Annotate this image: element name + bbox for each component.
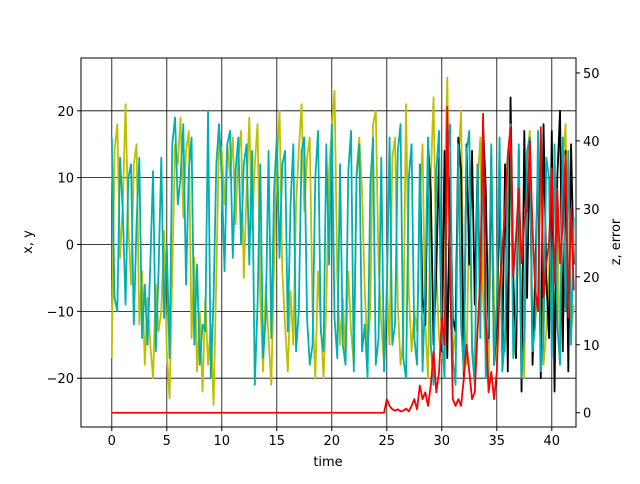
x-tick-label: 40 [544, 434, 561, 449]
y2-tick-label: 20 [583, 271, 600, 286]
y-tick-label: −20 [47, 372, 74, 387]
series-line [111, 106, 575, 414]
y-tick-label: −10 [47, 305, 74, 320]
x-tick-label: 35 [489, 434, 506, 449]
x-axis-label: time [313, 455, 342, 470]
x-tick-label: 10 [214, 434, 231, 449]
x-tick-label: 5 [163, 434, 171, 449]
x-tick-label: 30 [434, 434, 451, 449]
y-tick-label: 0 [66, 239, 74, 254]
x-tick-label: 15 [269, 434, 286, 449]
y2-axis-label: z, error [609, 218, 624, 265]
y2-tick-label: 40 [583, 135, 600, 150]
y-tick-label: 20 [57, 105, 74, 120]
x-tick-label: 20 [324, 434, 341, 449]
y-tick-label: 10 [57, 172, 74, 187]
y2-tick-label: 10 [583, 339, 600, 354]
x-tick-label: 0 [108, 434, 116, 449]
axes-frame [80, 57, 577, 428]
y2-tick-label: 0 [583, 407, 591, 422]
y-axis-label: x, y [21, 230, 36, 254]
y2-tick-label: 50 [583, 67, 600, 82]
series-line [110, 109, 575, 386]
y2-tick-label: 30 [583, 203, 600, 218]
plot-area [110, 76, 575, 414]
ticks: 0 5 10 15 20 25 30 35 40 −20 −10 0 10 20 0 10 20 30 40 50 [47, 67, 600, 449]
x-tick-label: 25 [379, 434, 396, 449]
